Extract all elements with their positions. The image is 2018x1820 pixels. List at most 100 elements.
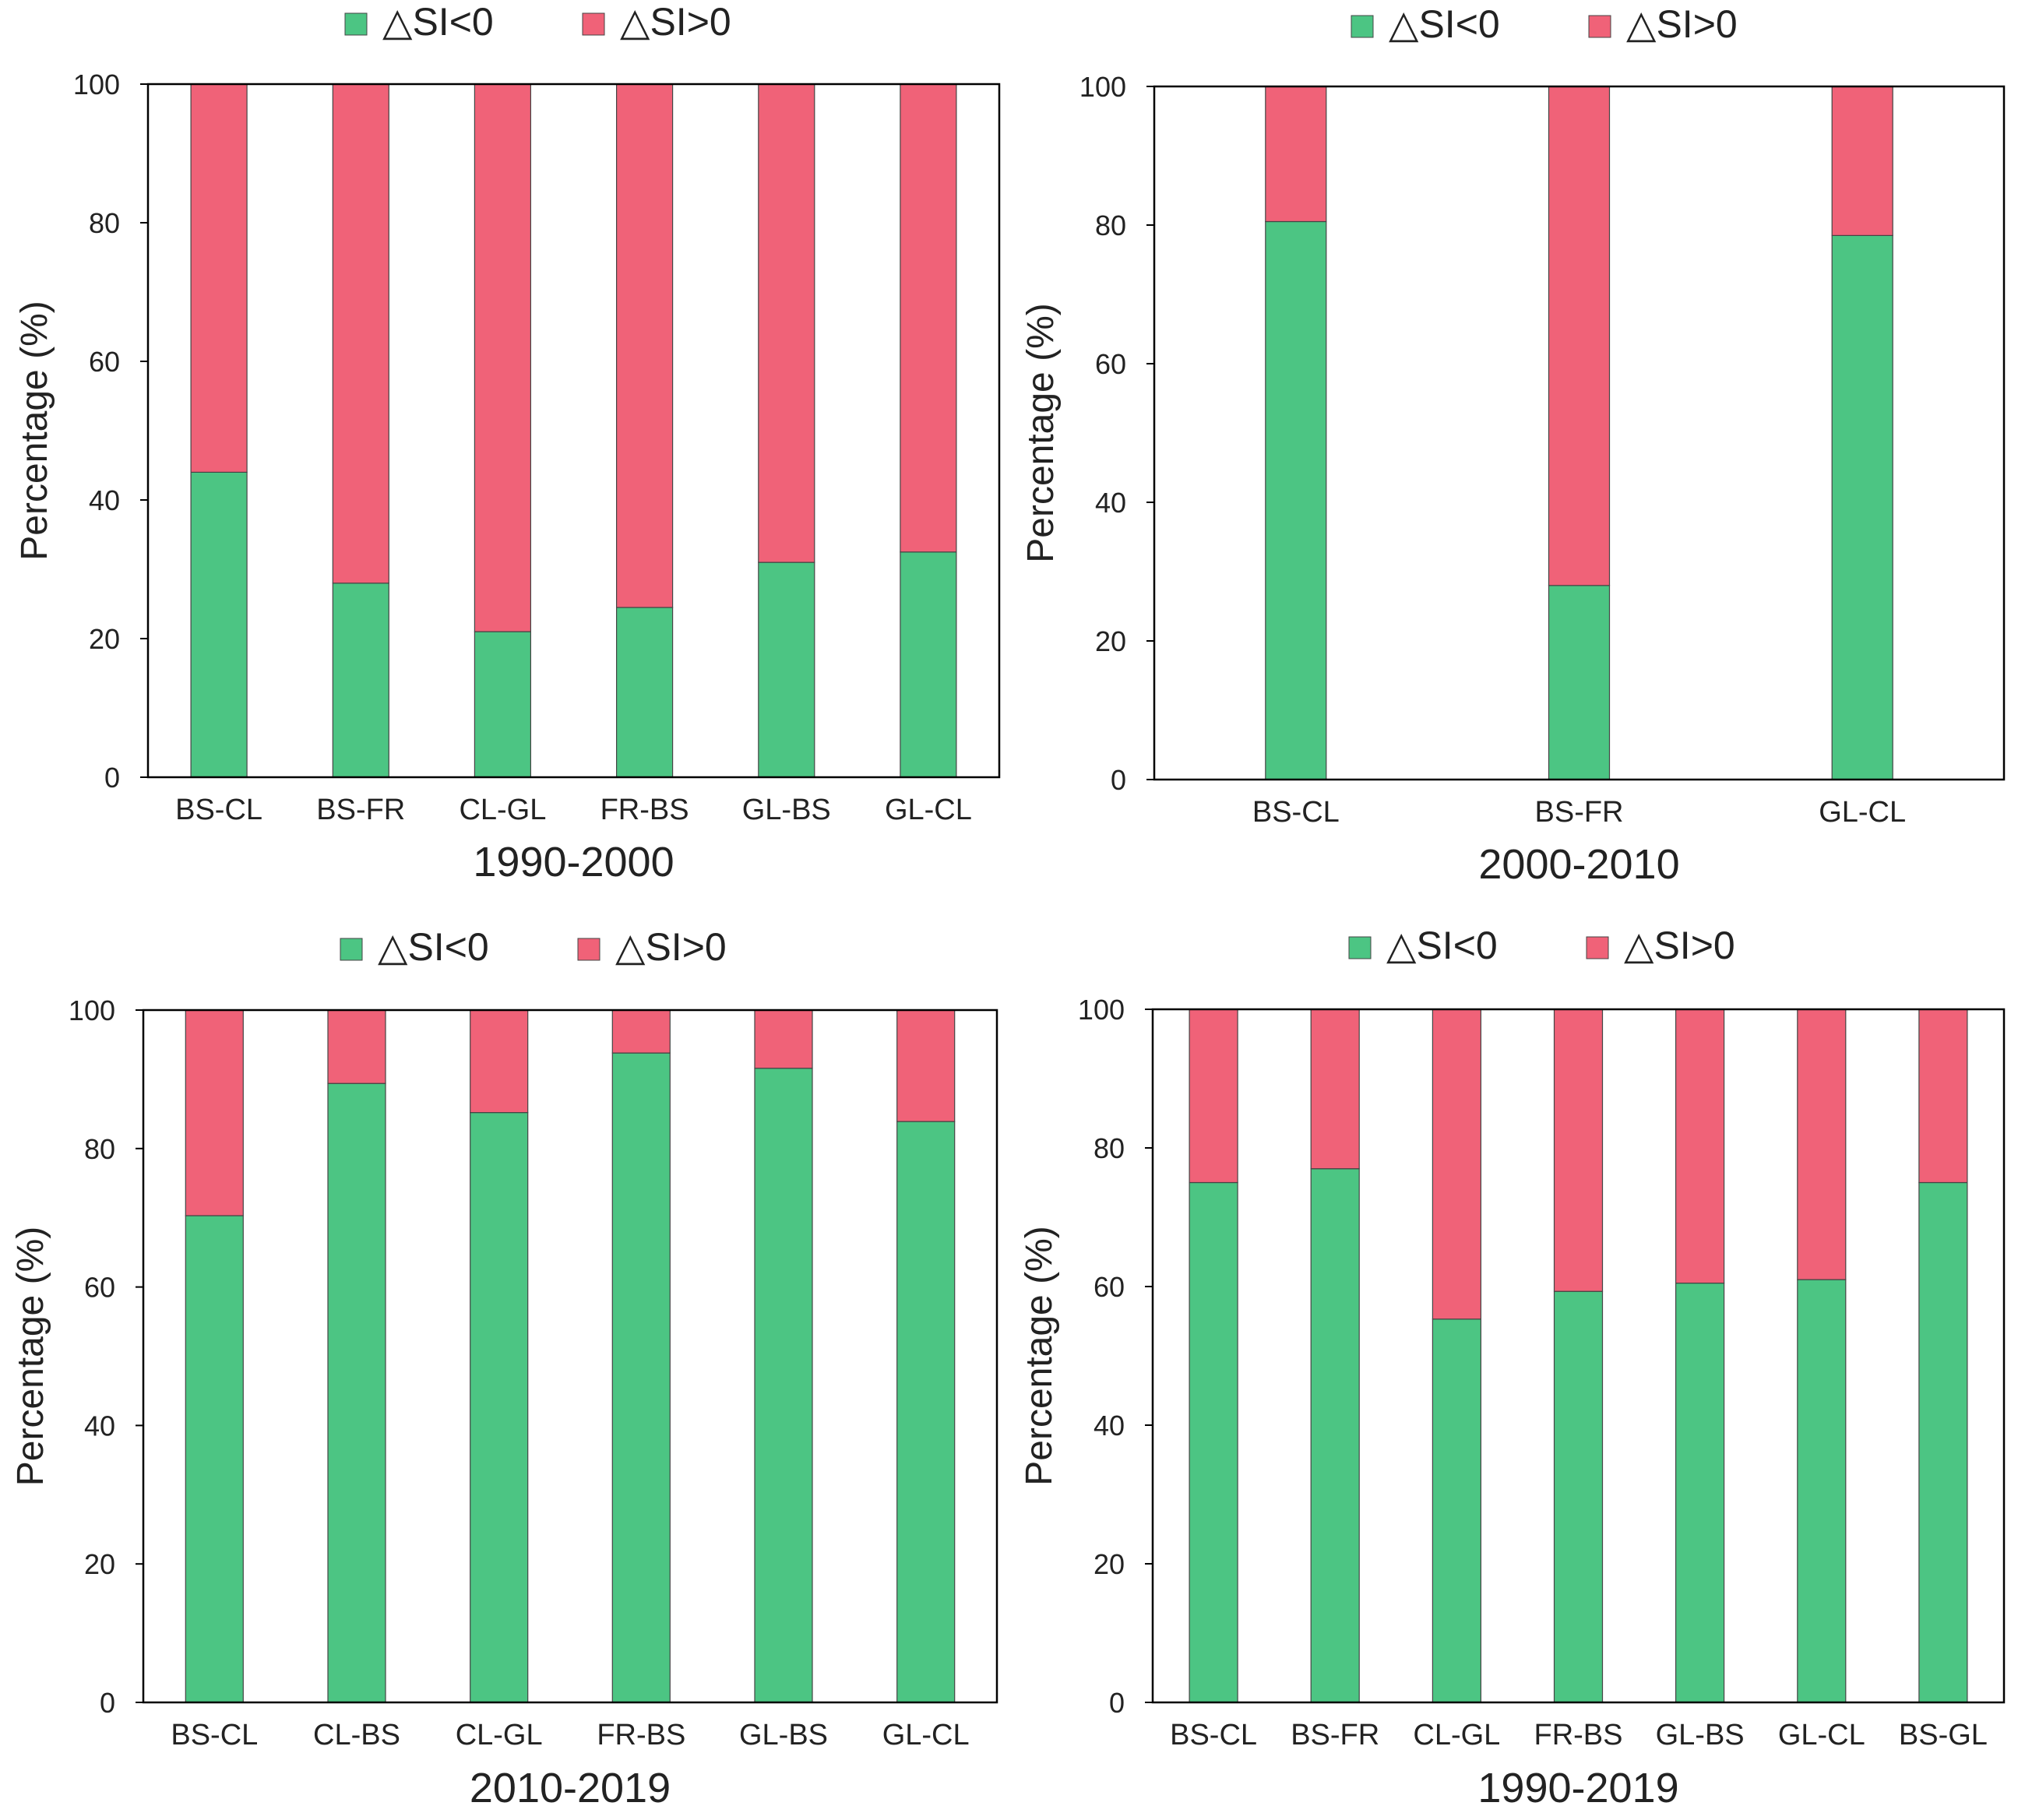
- legend-swatch-neg: [1351, 15, 1374, 38]
- y-tick-label: 0: [100, 1687, 115, 1719]
- bars: [1265, 86, 1893, 780]
- legend-label-pos: △SI>0: [1624, 924, 1735, 967]
- legend-swatch-pos: [1586, 936, 1609, 959]
- plot-frame: [1151, 1008, 2006, 1704]
- bar-pos-CL-GL: [470, 1009, 529, 1114]
- bars: [185, 1009, 956, 1703]
- bar-neg-BS-FR: [1310, 1168, 1360, 1703]
- bar-pos-GL-BS: [758, 83, 815, 563]
- y-tick-label: 100: [1078, 994, 1125, 1026]
- y-tick-label: 40: [84, 1410, 115, 1442]
- bars: [190, 83, 957, 778]
- bar-pos-GL-CL: [896, 1009, 956, 1122]
- legend: △SI<0 △SI>0: [1351, 2, 1738, 46]
- y-tick-label: 20: [89, 623, 120, 655]
- bar-neg-FR-BS: [611, 1052, 671, 1703]
- x-tick-label: CL-BS: [313, 1719, 400, 1751]
- x-tick-label: BS-FR: [1291, 1719, 1379, 1751]
- bar-neg-BS-GL: [1918, 1181, 1968, 1703]
- y-tick-label: 60: [89, 346, 120, 378]
- legend-label-neg: △SI<0: [1386, 924, 1498, 967]
- legend-label-pos: △SI>0: [615, 925, 727, 969]
- legend-label-pos: △SI>0: [620, 0, 731, 44]
- bar-pos-FR-BS: [611, 1009, 671, 1054]
- bar-neg-GL-BS: [1675, 1282, 1725, 1703]
- x-tick-label: GL-CL: [1778, 1719, 1865, 1751]
- y-tick-label: 60: [84, 1272, 115, 1304]
- x-tick-label: CL-GL: [1413, 1719, 1500, 1751]
- y-tick-label: 100: [1079, 71, 1126, 103]
- legend-swatch-neg: [1348, 936, 1372, 959]
- legend: △SI<0 △SI>0: [340, 925, 727, 969]
- plot-frame: [1153, 85, 2006, 781]
- bar-neg-GL-CL: [896, 1121, 956, 1703]
- bar-pos-CL-GL: [474, 83, 532, 632]
- bar-pos-BS-CL: [1265, 86, 1327, 223]
- bar-neg-FR-BS: [1553, 1290, 1604, 1703]
- chart-title: 1990-2019: [1477, 1765, 1678, 1811]
- y-tick-label: 40: [1094, 1410, 1125, 1442]
- bar-neg-BS-CL: [1189, 1181, 1238, 1703]
- bar-pos-BS-GL: [1918, 1009, 1968, 1184]
- legend-label-neg: △SI<0: [1389, 2, 1500, 46]
- bar-pos-GL-BS: [1675, 1009, 1725, 1284]
- legend: △SI<0 △SI>0: [344, 0, 731, 44]
- x-tick-label: BS-FR: [1535, 796, 1624, 829]
- y-tick-label: 80: [1094, 1132, 1125, 1164]
- bar-neg-BS-CL: [190, 471, 248, 778]
- x-tick-label: GL-BS: [1656, 1719, 1745, 1751]
- y-tick-label: 100: [69, 994, 115, 1026]
- plot-frame: [146, 83, 1001, 779]
- bar-neg-GL-CL: [1831, 234, 1893, 780]
- y-tick-label: 0: [1109, 1687, 1125, 1719]
- bar-pos-BS-FR: [1310, 1009, 1360, 1170]
- x-tick-label: BS-FR: [316, 794, 405, 826]
- bar-neg-BS-CL: [185, 1215, 244, 1703]
- bar-pos-CL-GL: [1432, 1009, 1482, 1320]
- plot-frame: [142, 1009, 998, 1704]
- x-tick-label: GL-BS: [739, 1719, 828, 1751]
- y-tick-label: 20: [1094, 1548, 1125, 1580]
- x-tick-label: BS-CL: [171, 1719, 258, 1751]
- bar-neg-CL-GL: [474, 631, 532, 778]
- bar-pos-GL-CL: [1831, 86, 1893, 236]
- x-tick-label: BS-CL: [1252, 796, 1340, 829]
- bar-neg-BS-FR: [1548, 585, 1611, 780]
- bar-neg-CL-GL: [470, 1111, 529, 1703]
- chart-title: 2010-2019: [470, 1765, 671, 1811]
- x-tick-label: GL-CL: [882, 1719, 970, 1751]
- x-tick-label: GL-CL: [885, 794, 972, 826]
- y-axis-label: Percentage (%): [14, 301, 55, 561]
- bar-pos-GL-CL: [900, 83, 957, 553]
- y-axis-label: Percentage (%): [1019, 1226, 1060, 1486]
- legend-swatch-pos: [1588, 15, 1611, 38]
- chart-title: 2000-2010: [1478, 841, 1679, 888]
- bar-neg-GL-CL: [900, 551, 957, 778]
- x-tick-label: GL-BS: [742, 794, 831, 826]
- x-tick-label: CL-GL: [456, 1719, 543, 1751]
- bar-neg-CL-GL: [1432, 1318, 1482, 1703]
- bar-pos-GL-CL: [1797, 1009, 1847, 1280]
- y-tick-label: 100: [73, 69, 120, 100]
- chart-panel-1990-2000: BS-CL BS-FR CL-GL FR-BS GL-BS GL-CL 0 20 40 60 80 1…: [14, 0, 1001, 885]
- x-tick-label: FR-BS: [1534, 1719, 1623, 1751]
- legend-label-pos: △SI>0: [1626, 2, 1738, 46]
- y-tick-label: 80: [89, 207, 120, 239]
- chart-title: 1990-2000: [473, 839, 674, 885]
- bar-pos-BS-FR: [1548, 86, 1611, 586]
- y-tick-label: 0: [1111, 764, 1126, 796]
- y-tick-label: 40: [1095, 487, 1126, 519]
- bar-pos-CL-BS: [327, 1009, 386, 1084]
- bar-pos-GL-BS: [754, 1009, 813, 1069]
- bar-pos-BS-FR: [332, 83, 389, 584]
- bar-neg-FR-BS: [615, 607, 674, 778]
- bar-neg-GL-BS: [758, 561, 815, 778]
- legend: △SI<0 △SI>0: [1348, 924, 1735, 967]
- bar-neg-GL-BS: [754, 1068, 813, 1703]
- y-tick-label: 60: [1095, 348, 1126, 380]
- y-axis-label: Percentage (%): [1020, 303, 1062, 563]
- x-tick-label: FR-BS: [597, 1719, 685, 1751]
- chart-panel-1990-2019: BS-CL BS-FR CL-GL FR-BS GL-BS GL-CL BS-GL 0 20 40…: [1019, 924, 2006, 1811]
- legend-swatch-neg: [340, 938, 363, 961]
